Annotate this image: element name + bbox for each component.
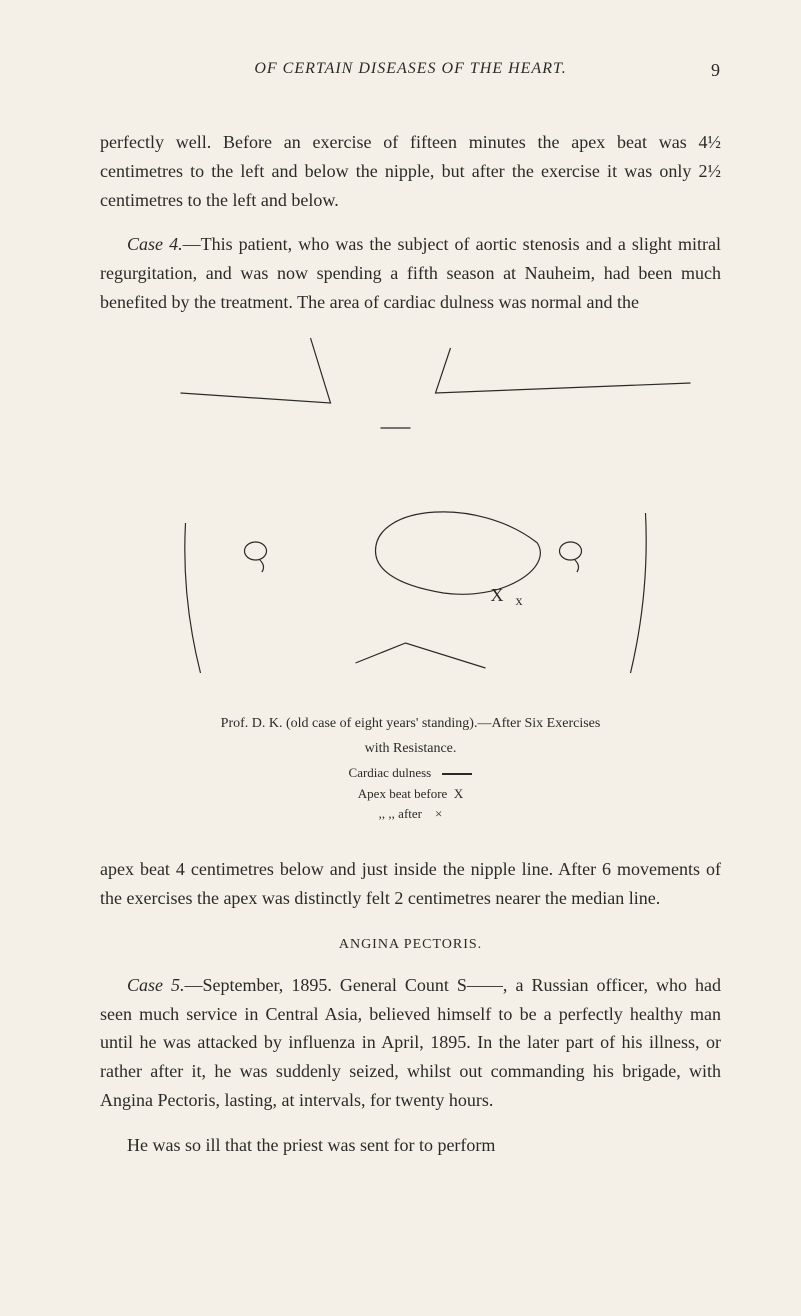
page-number: 9 [711,60,721,81]
diagram-caption-line-2: with Resistance. [100,738,721,759]
diagram-legend: Cardiac dulness Apex beat before X ,, ,,… [100,763,721,825]
case-5-text: —September, 1895. General Count S——, a R… [100,975,721,1110]
legend-line-1: Cardiac dulness [100,763,721,784]
legend-cardiac-dulness: Cardiac dulness [349,765,432,780]
case-5-label: Case 5. [127,975,185,995]
legend-apex-before-label: Apex beat before [358,786,448,801]
paragraph-after-diagram: apex beat 4 centimetres below and just i… [100,855,721,913]
case-4-label: Case 4. [127,234,183,254]
case-5-paragraph: Case 5.—September, 1895. General Count S… [100,971,721,1115]
paragraph-1: perfectly well. Before an exercise of fi… [100,128,721,214]
anatomical-diagram: Xx [100,333,721,693]
diagram-svg: Xx [100,333,721,693]
legend-line-3: ,, ,, after × [100,804,721,825]
running-header: OF CERTAIN DISEASES OF THE HEART. 9 [100,60,721,78]
legend-apex-after-label: ,, ,, after [379,806,422,821]
svg-text:x: x [516,594,523,609]
legend-line-2: Apex beat before X [100,784,721,805]
running-title: OF CERTAIN DISEASES OF THE HEART. [254,60,566,77]
diagram-caption-line-1: Prof. D. K. (old case of eight years' st… [100,713,721,734]
legend-apex-after-mark: × [435,806,442,821]
dash-icon [442,773,472,775]
section-heading-angina: ANGINA PECTORIS. [100,937,721,953]
paragraph-last: He was so ill that the priest was sent f… [100,1131,721,1160]
svg-text:X: X [491,585,504,605]
case-4-text: —This patient, who was the subject of ao… [100,234,721,312]
legend-apex-before-mark: X [454,786,463,801]
case-4-paragraph: Case 4.—This patient, who was the subjec… [100,230,721,316]
